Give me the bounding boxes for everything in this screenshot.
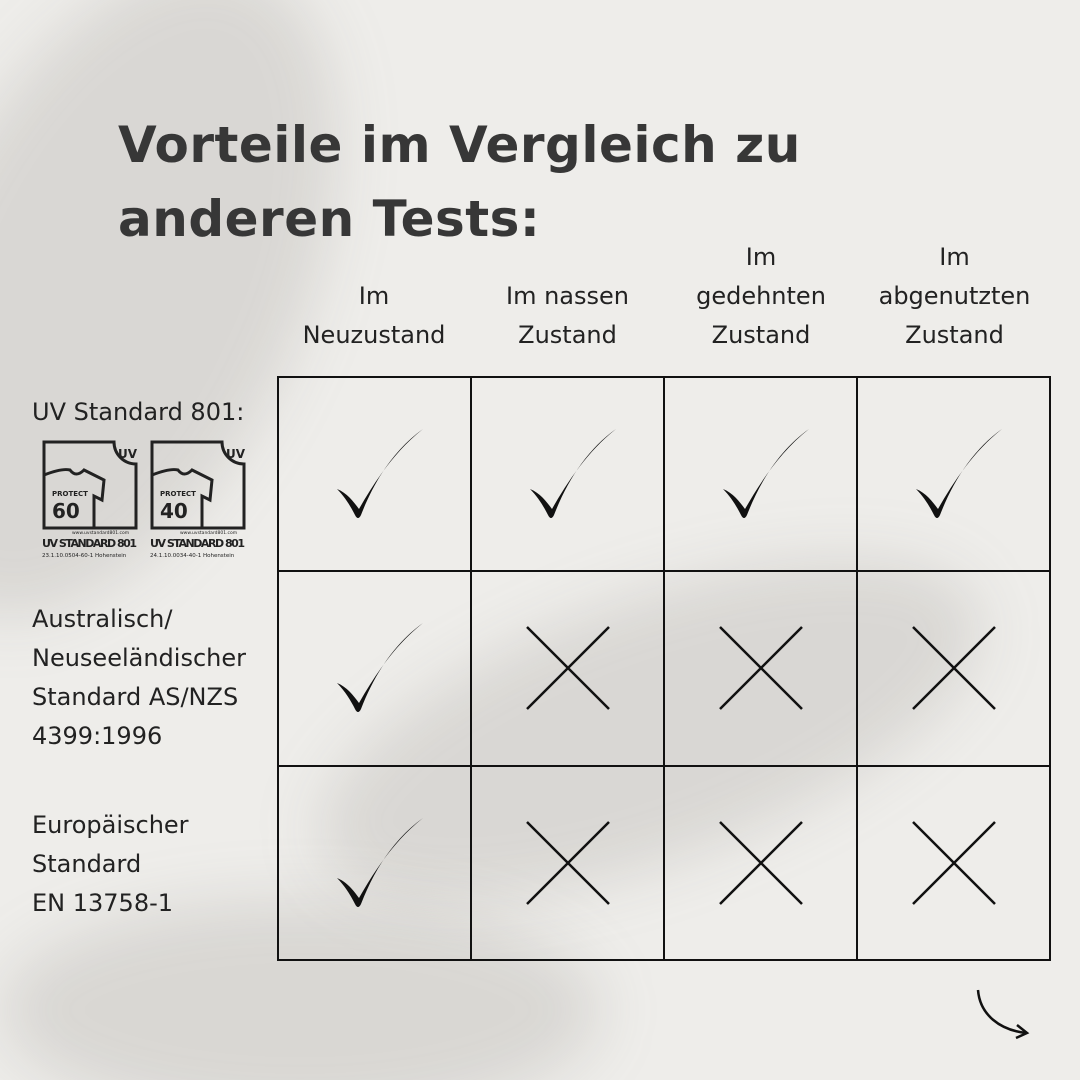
svg-text:UV: UV bbox=[226, 447, 246, 461]
grid-cell bbox=[278, 377, 471, 572]
svg-text:www.uvstandard801.com: www.uvstandard801.com bbox=[72, 530, 129, 536]
svg-text:www.uvstandard801.com: www.uvstandard801.com bbox=[180, 530, 237, 536]
checkmark-icon bbox=[529, 429, 616, 519]
column-header: Im nassen Zustand bbox=[506, 282, 629, 349]
grid-cell bbox=[278, 571, 471, 766]
svg-text:24.1.10.0034-40-1 Hohenstein: 24.1.10.0034-40-1 Hohenstein bbox=[150, 553, 235, 559]
column-header: Im abgenutzten Zustand bbox=[878, 243, 1031, 349]
grid-cell bbox=[664, 571, 857, 766]
cross-icon bbox=[911, 820, 996, 905]
svg-text:UV STANDARD 801: UV STANDARD 801 bbox=[42, 537, 137, 550]
checkmark-icon bbox=[915, 429, 1002, 519]
row-label: UV Standard 801: bbox=[32, 398, 245, 426]
grid-cell bbox=[471, 571, 664, 766]
grid-cell bbox=[664, 765, 857, 960]
cross-icon bbox=[525, 626, 610, 711]
svg-text:60: 60 bbox=[52, 499, 80, 523]
grid-cell bbox=[857, 571, 1050, 766]
svg-text:23.1.10.0504-60-1 Hohenstein: 23.1.10.0504-60-1 Hohenstein bbox=[42, 553, 127, 559]
page-title: Vorteile im Vergleich zu anderen Tests: bbox=[118, 116, 801, 248]
svg-text:UV: UV bbox=[118, 447, 138, 461]
grid-cell bbox=[471, 765, 664, 960]
grid-cell bbox=[857, 765, 1050, 960]
svg-text:PROTECT: PROTECT bbox=[160, 490, 196, 498]
comparison-grid bbox=[277, 376, 1051, 961]
grid-cell bbox=[471, 377, 664, 572]
curved-arrow-right-icon[interactable] bbox=[970, 985, 1035, 1045]
grid-cell bbox=[278, 765, 471, 960]
grid-cell bbox=[664, 377, 857, 572]
cross-icon bbox=[718, 820, 803, 905]
cross-icon bbox=[911, 626, 996, 711]
checkmark-icon bbox=[336, 623, 423, 713]
row-label: Europäischer Standard EN 13758-1 bbox=[32, 811, 189, 917]
checkmark-icon bbox=[722, 429, 809, 519]
row-label: Australisch/ Neuseeländischer Standard A… bbox=[32, 605, 246, 750]
grid-cell bbox=[857, 377, 1050, 572]
checkmark-icon bbox=[336, 429, 423, 519]
svg-text:UV STANDARD 801: UV STANDARD 801 bbox=[150, 537, 245, 550]
column-header: Im gedehnten Zustand bbox=[696, 243, 826, 349]
cross-icon bbox=[718, 626, 803, 711]
svg-text:PROTECT: PROTECT bbox=[52, 490, 88, 498]
svg-text:40: 40 bbox=[160, 499, 188, 523]
column-header: Im Neuzustand bbox=[302, 282, 446, 349]
checkmark-icon bbox=[336, 817, 423, 907]
cross-icon bbox=[525, 820, 610, 905]
